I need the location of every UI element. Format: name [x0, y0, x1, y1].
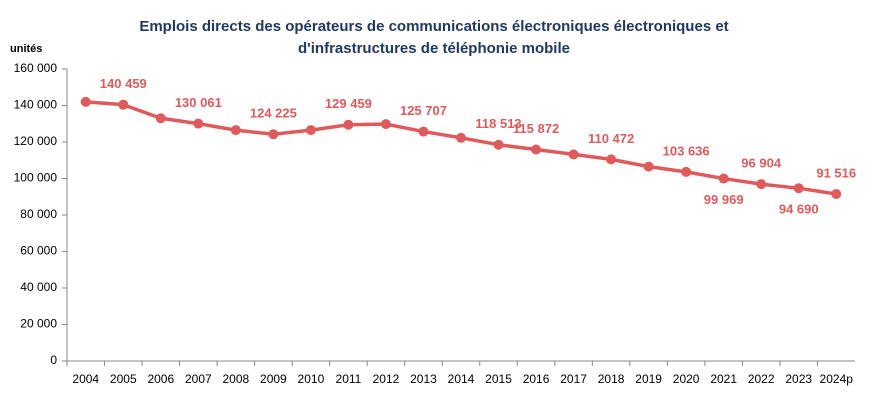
y-tick-label: 120 000	[14, 134, 58, 148]
x-tick-label: 2024p	[820, 372, 854, 386]
x-tick-label: 2006	[147, 372, 174, 386]
marker	[643, 161, 654, 172]
marker	[80, 96, 91, 107]
marker	[193, 118, 204, 129]
x-tick-label: 2012	[373, 372, 400, 386]
value-label: 125 707	[400, 103, 447, 118]
x-tick-label: 2009	[260, 372, 287, 386]
value-label: 103 636	[663, 143, 710, 158]
value-label: 110 472	[588, 131, 634, 146]
value-label: 129 459	[325, 96, 372, 111]
marker	[230, 125, 241, 136]
marker	[418, 126, 429, 137]
chart-title: d'infrastructures de téléphonie mobile	[298, 40, 570, 57]
marker	[793, 183, 804, 194]
x-tick-label: 2008	[223, 372, 250, 386]
x-tick-label: 2020	[673, 372, 700, 386]
y-tick-label: 40 000	[20, 280, 57, 294]
x-tick-label: 2023	[785, 372, 812, 386]
marker	[268, 129, 279, 140]
x-tick-label: 2013	[410, 372, 437, 386]
y-tick-label: 140 000	[14, 98, 58, 112]
marker	[343, 119, 354, 130]
value-label: 124 225	[250, 106, 297, 121]
x-tick-label: 2007	[185, 372, 212, 386]
value-label: 99 969	[704, 192, 744, 207]
value-label: 96 904	[741, 156, 782, 171]
x-tick-label: 2017	[560, 372, 587, 386]
y-axis-label: unités	[10, 43, 42, 55]
x-tick-label: 2022	[748, 372, 775, 386]
marker	[568, 149, 579, 160]
y-tick-label: 20 000	[20, 317, 57, 331]
x-tick-label: 2019	[635, 372, 662, 386]
x-tick-label: 2004	[72, 372, 99, 386]
x-tick-label: 2005	[110, 372, 137, 386]
value-label: 140 459	[100, 76, 147, 91]
marker	[155, 113, 166, 124]
y-tick-label: 160 000	[14, 61, 58, 75]
marker	[831, 188, 842, 199]
value-label: 130 061	[175, 95, 222, 110]
marker	[756, 179, 767, 190]
x-tick-label: 2016	[523, 372, 550, 386]
marker	[305, 125, 316, 136]
y-tick-label: 60 000	[20, 244, 57, 258]
marker	[531, 144, 542, 155]
marker	[681, 166, 692, 177]
y-tick-label: 80 000	[20, 207, 57, 221]
marker	[118, 99, 129, 110]
marker	[380, 119, 391, 130]
value-label: 91 516	[816, 165, 856, 180]
x-tick-label: 2015	[485, 372, 512, 386]
marker	[718, 173, 729, 184]
chart-title: Emplois directs des opérateurs de commun…	[139, 18, 728, 35]
x-tick-label: 2011	[336, 372, 362, 386]
y-tick-label: 0	[50, 353, 57, 367]
x-tick-label: 2018	[598, 372, 625, 386]
marker	[493, 139, 504, 150]
value-label: 115 872	[513, 121, 559, 136]
value-label: 118 513	[475, 116, 521, 131]
marker	[456, 132, 466, 143]
x-tick-label: 2021	[710, 372, 737, 386]
marker	[606, 154, 617, 165]
y-tick-label: 100 000	[14, 171, 58, 185]
x-tick-label: 2014	[448, 372, 475, 386]
x-tick-label: 2010	[298, 372, 325, 386]
value-label: 94 690	[779, 202, 819, 217]
